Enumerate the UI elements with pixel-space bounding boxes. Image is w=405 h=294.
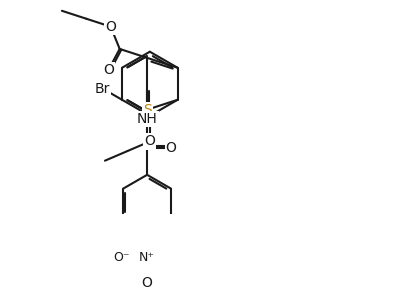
Text: O: O [103,63,113,77]
Text: NH: NH [136,112,157,126]
Text: O: O [165,141,176,155]
Text: S: S [143,103,151,117]
Text: O: O [144,134,155,148]
Text: N⁺: N⁺ [139,251,155,264]
Text: O⁻: O⁻ [113,251,129,264]
Text: O: O [141,276,152,290]
Text: Br: Br [95,81,110,96]
Text: O: O [105,20,116,34]
